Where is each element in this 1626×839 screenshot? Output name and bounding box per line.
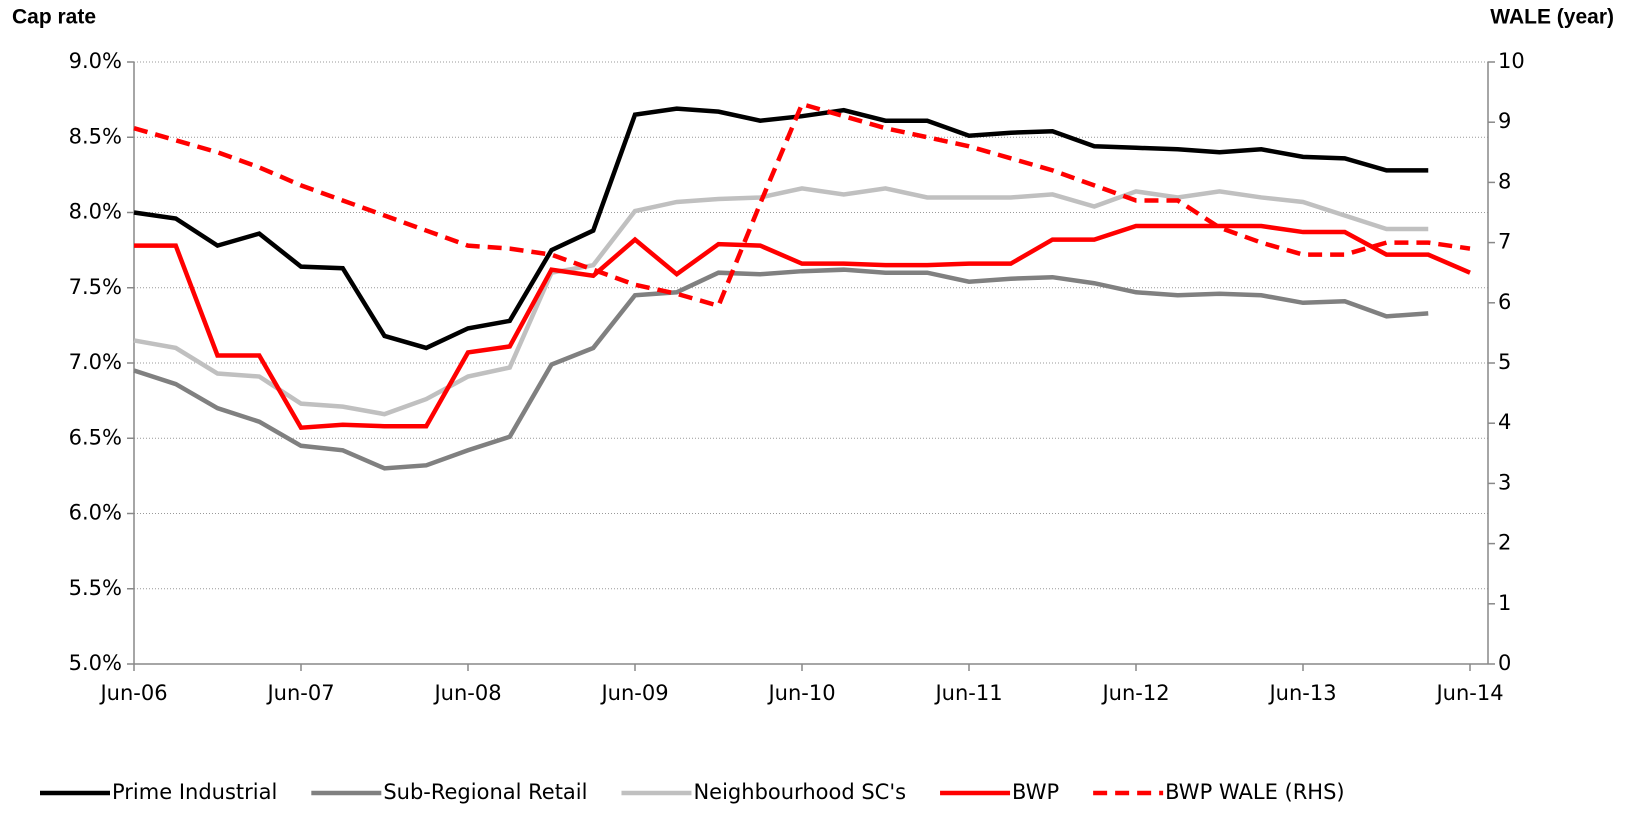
series-line <box>134 223 1471 431</box>
y2-tick-label: 5 <box>1498 350 1511 374</box>
y-tick-label: 5.0% <box>69 651 122 675</box>
y2-tick-label: 3 <box>1498 470 1511 494</box>
series-line <box>133 101 1471 309</box>
y-tick-label: 6.5% <box>69 425 122 449</box>
series-line <box>133 106 1429 351</box>
y2-tick-label: 7 <box>1498 230 1511 254</box>
y2-tick-label: 6 <box>1498 290 1511 314</box>
y2-tick-label: 4 <box>1498 410 1511 434</box>
y-tick-label: 5.5% <box>69 576 122 600</box>
legend-label: BWP WALE (RHS) <box>1165 780 1344 804</box>
y-tick-label: 8.0% <box>69 200 122 224</box>
y-tick-label: 9.0% <box>69 49 122 73</box>
x-tick-label: Jun-13 <box>1267 681 1336 705</box>
x-tick-label: Jun-06 <box>98 681 167 705</box>
y2-tick-label: 2 <box>1498 531 1511 555</box>
x-tick-label: Jun-09 <box>599 681 668 705</box>
legend-label: Prime Industrial <box>112 780 277 804</box>
y2-tick-label: 8 <box>1498 169 1511 193</box>
y2-tick-label: 10 <box>1498 49 1525 73</box>
legend-label: Neighbourhood SC's <box>693 780 906 804</box>
y2-tick-label: 1 <box>1498 591 1511 615</box>
x-tick-label: Jun-08 <box>432 681 501 705</box>
y2-axis-title: WALE (year) <box>1490 6 1614 29</box>
y2-tick-label: 9 <box>1498 109 1511 133</box>
y-tick-label: 7.0% <box>69 350 122 374</box>
legend-label: BWP <box>1012 780 1059 804</box>
y-tick-label: 7.5% <box>69 275 122 299</box>
x-tick-label: Jun-12 <box>1100 681 1169 705</box>
series-line <box>133 267 1429 471</box>
legend-label: Sub-Regional Retail <box>383 780 587 804</box>
x-tick-label: Jun-10 <box>766 681 835 705</box>
x-tick-label: Jun-07 <box>265 681 334 705</box>
x-tick-label: Jun-14 <box>1434 681 1503 705</box>
y2-tick-label: 0 <box>1498 651 1511 675</box>
y-tick-label: 8.5% <box>69 124 122 148</box>
x-tick-label: Jun-11 <box>933 681 1002 705</box>
series-line <box>133 186 1429 417</box>
y-axis-title: Cap rate <box>12 6 96 29</box>
y-tick-label: 6.0% <box>69 501 122 525</box>
